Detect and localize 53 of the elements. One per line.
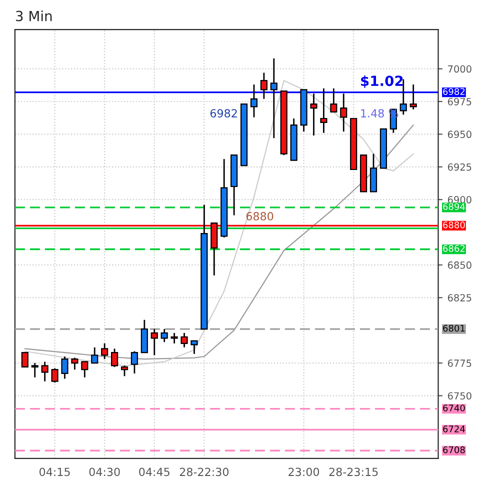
candlestick [160,328,168,343]
candlestick [250,84,258,118]
ref-line-label: 6880 [443,222,465,228]
y-tick-label: 6900 [448,196,472,204]
candlestick [180,332,188,348]
candlestick [140,319,148,354]
candlestick [270,58,278,139]
candlestick [340,92,348,132]
ref-line-label: 6982 [443,88,465,95]
candlestick [310,92,318,136]
candlestick [21,352,28,368]
y-tick-label: 6975 [448,98,472,106]
candlestick [370,153,378,192]
x-tick-label: 04:45 [139,468,170,476]
candlestick [410,84,417,110]
candlestick [150,328,158,356]
candlestick [330,88,338,113]
candlestick [190,340,198,355]
candlestick [91,346,98,364]
candlestick [260,72,268,100]
x-tick-label: 04:15 [40,468,70,476]
annotation: 6982 [210,109,237,118]
candlestick [81,361,88,378]
candlestick [41,361,48,382]
candlestick [51,368,58,384]
ref-line-label: 6862 [443,245,465,252]
ref-line-label: 6801 [443,324,465,332]
y-tick-label: 6850 [448,261,472,269]
chart-title: 3 Min [16,10,52,22]
annotation: 6880 [246,212,274,220]
y-tick-label: 6750 [448,392,472,400]
candlestick [101,342,108,360]
candlestick [61,356,68,380]
candlestick [31,362,38,378]
ref-line-label: 6740 [443,404,465,412]
candlestick [120,364,128,377]
y-tick-label: 6925 [448,163,472,171]
candlestick [130,350,138,374]
x-tick-label: 04:30 [89,468,120,476]
y-tick-label: 6825 [448,294,472,302]
x-tick-label: 28-23:15 [329,468,378,476]
x-tick-label: 28-22:30 [180,468,229,476]
candlestick [110,348,118,368]
candlestick [320,88,328,134]
ref-line-label: 6724 [443,426,465,432]
candlestick [71,357,78,370]
y-tick-label: 6775 [448,360,472,367]
y-tick-label: 6950 [448,130,472,138]
annotation: 1.48 % [361,109,398,118]
x-tick-label: 23:00 [288,468,320,476]
ref-line-label: 6894 [443,203,465,210]
ref-line-label: 6708 [443,446,465,454]
y-tick-label: 7000 [448,65,472,73]
